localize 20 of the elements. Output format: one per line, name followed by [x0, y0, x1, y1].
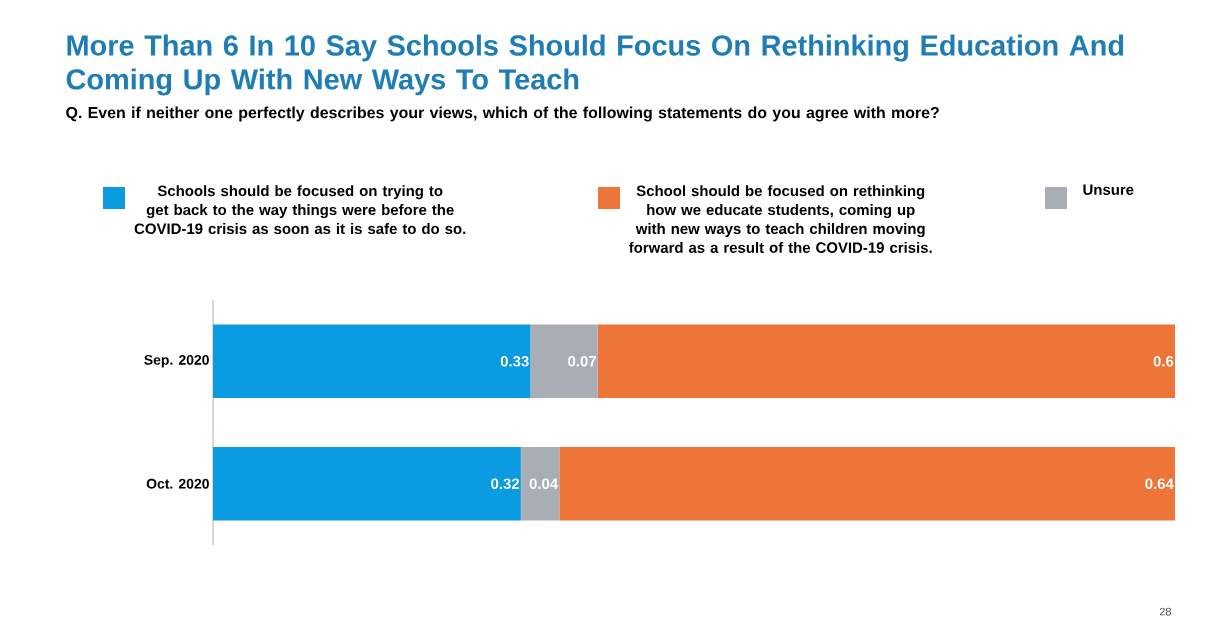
bar — [213, 324, 531, 398]
data-label: 0.33 — [500, 355, 529, 367]
legend-label: Unsure — [1083, 184, 1134, 195]
legend-label: Schools should be focused on trying to get back to the way things were before the COVID-19 crisis as soon as it is safe to do so. — [134, 185, 466, 235]
bar — [597, 324, 1176, 398]
data-label: 0.64 — [1145, 478, 1174, 490]
data-label: 0.07 — [568, 355, 596, 367]
text: 28 — [1159, 607, 1172, 616]
bar — [530, 324, 598, 398]
y-tick-label: Oct. 2020 — [146, 478, 209, 489]
y-tick-label: Sep. 2020 — [144, 354, 209, 368]
bar — [559, 447, 1176, 521]
chart-subtitle: Q. Even if neither one perfectly describes your views, which of the following statements do you agree with more? — [66, 106, 939, 122]
bar — [213, 447, 521, 521]
data-label: 0.04 — [529, 478, 559, 490]
chart-title: More Than 6 In 10 Say Schools Should Focus On Rethinking Education And Coming Up With New Ways To Teach — [66, 34, 1124, 96]
data-label: 0.32 — [491, 478, 520, 490]
bar — [520, 447, 560, 521]
legend-label: School should be focused on rethinking how we educate students, coming up with new ways to teach children moving forward as a result of the COVID-19 crisis. — [628, 185, 932, 253]
data-label: 0.6 — [1153, 355, 1174, 367]
